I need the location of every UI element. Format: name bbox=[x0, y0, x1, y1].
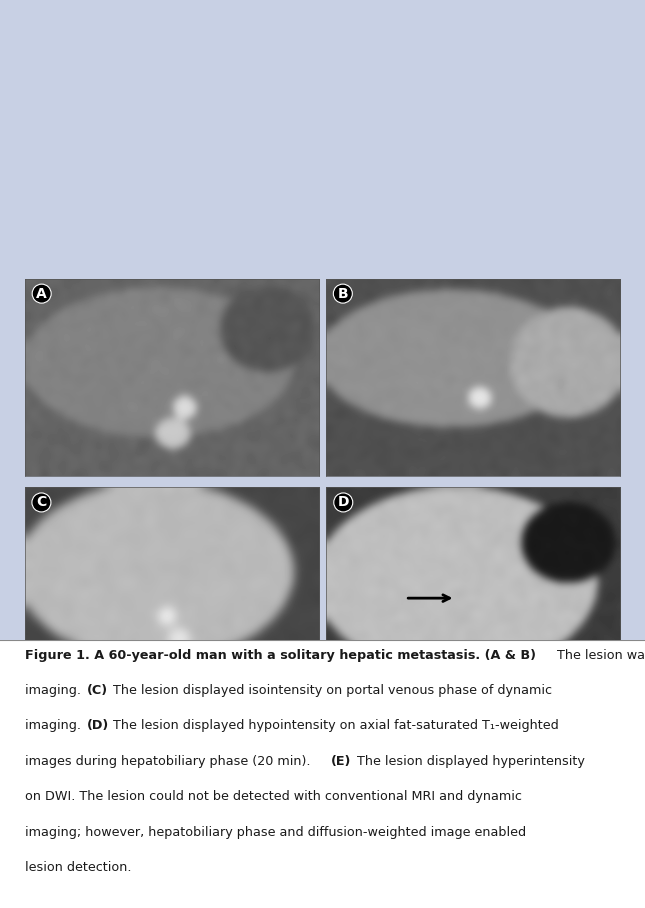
Text: The lesion was not detected with T₂-weighted images or arterial phase of dynamic: The lesion was not detected with T₂-weig… bbox=[553, 648, 645, 662]
Text: Figure 1. A 60-year-old man with a solitary hepatic metastasis. (A & B): Figure 1. A 60-year-old man with a solit… bbox=[25, 648, 535, 662]
Text: The lesion displayed hypointensity on axial fat-saturated T₁-weighted: The lesion displayed hypointensity on ax… bbox=[110, 719, 559, 733]
Text: imaging; however, hepatobiliary phase and diffusion-weighted image enabled: imaging; however, hepatobiliary phase an… bbox=[25, 825, 526, 839]
Text: imaging.: imaging. bbox=[25, 684, 84, 697]
Text: 9.1 mm: 9.1 mm bbox=[187, 883, 222, 893]
Text: (D): (D) bbox=[87, 719, 110, 733]
Text: lesion detection.: lesion detection. bbox=[25, 862, 131, 874]
Text: (C): (C) bbox=[87, 684, 108, 697]
Text: (E): (E) bbox=[330, 755, 351, 768]
Text: The lesion displayed hyperintensity: The lesion displayed hyperintensity bbox=[353, 755, 584, 768]
Text: imaging.: imaging. bbox=[25, 719, 84, 733]
Text: A: A bbox=[36, 287, 47, 301]
Text: The lesion displayed isointensity on portal venous phase of dynamic: The lesion displayed isointensity on por… bbox=[110, 684, 552, 697]
Text: C: C bbox=[36, 496, 46, 509]
Text: B: B bbox=[337, 287, 348, 301]
Text: D: D bbox=[337, 496, 349, 509]
Text: on DWI. The lesion could not be detected with conventional MRI and dynamic: on DWI. The lesion could not be detected… bbox=[25, 790, 521, 804]
Text: images during hepatobiliary phase (20 min).: images during hepatobiliary phase (20 mi… bbox=[25, 755, 314, 768]
Text: E: E bbox=[187, 728, 197, 742]
